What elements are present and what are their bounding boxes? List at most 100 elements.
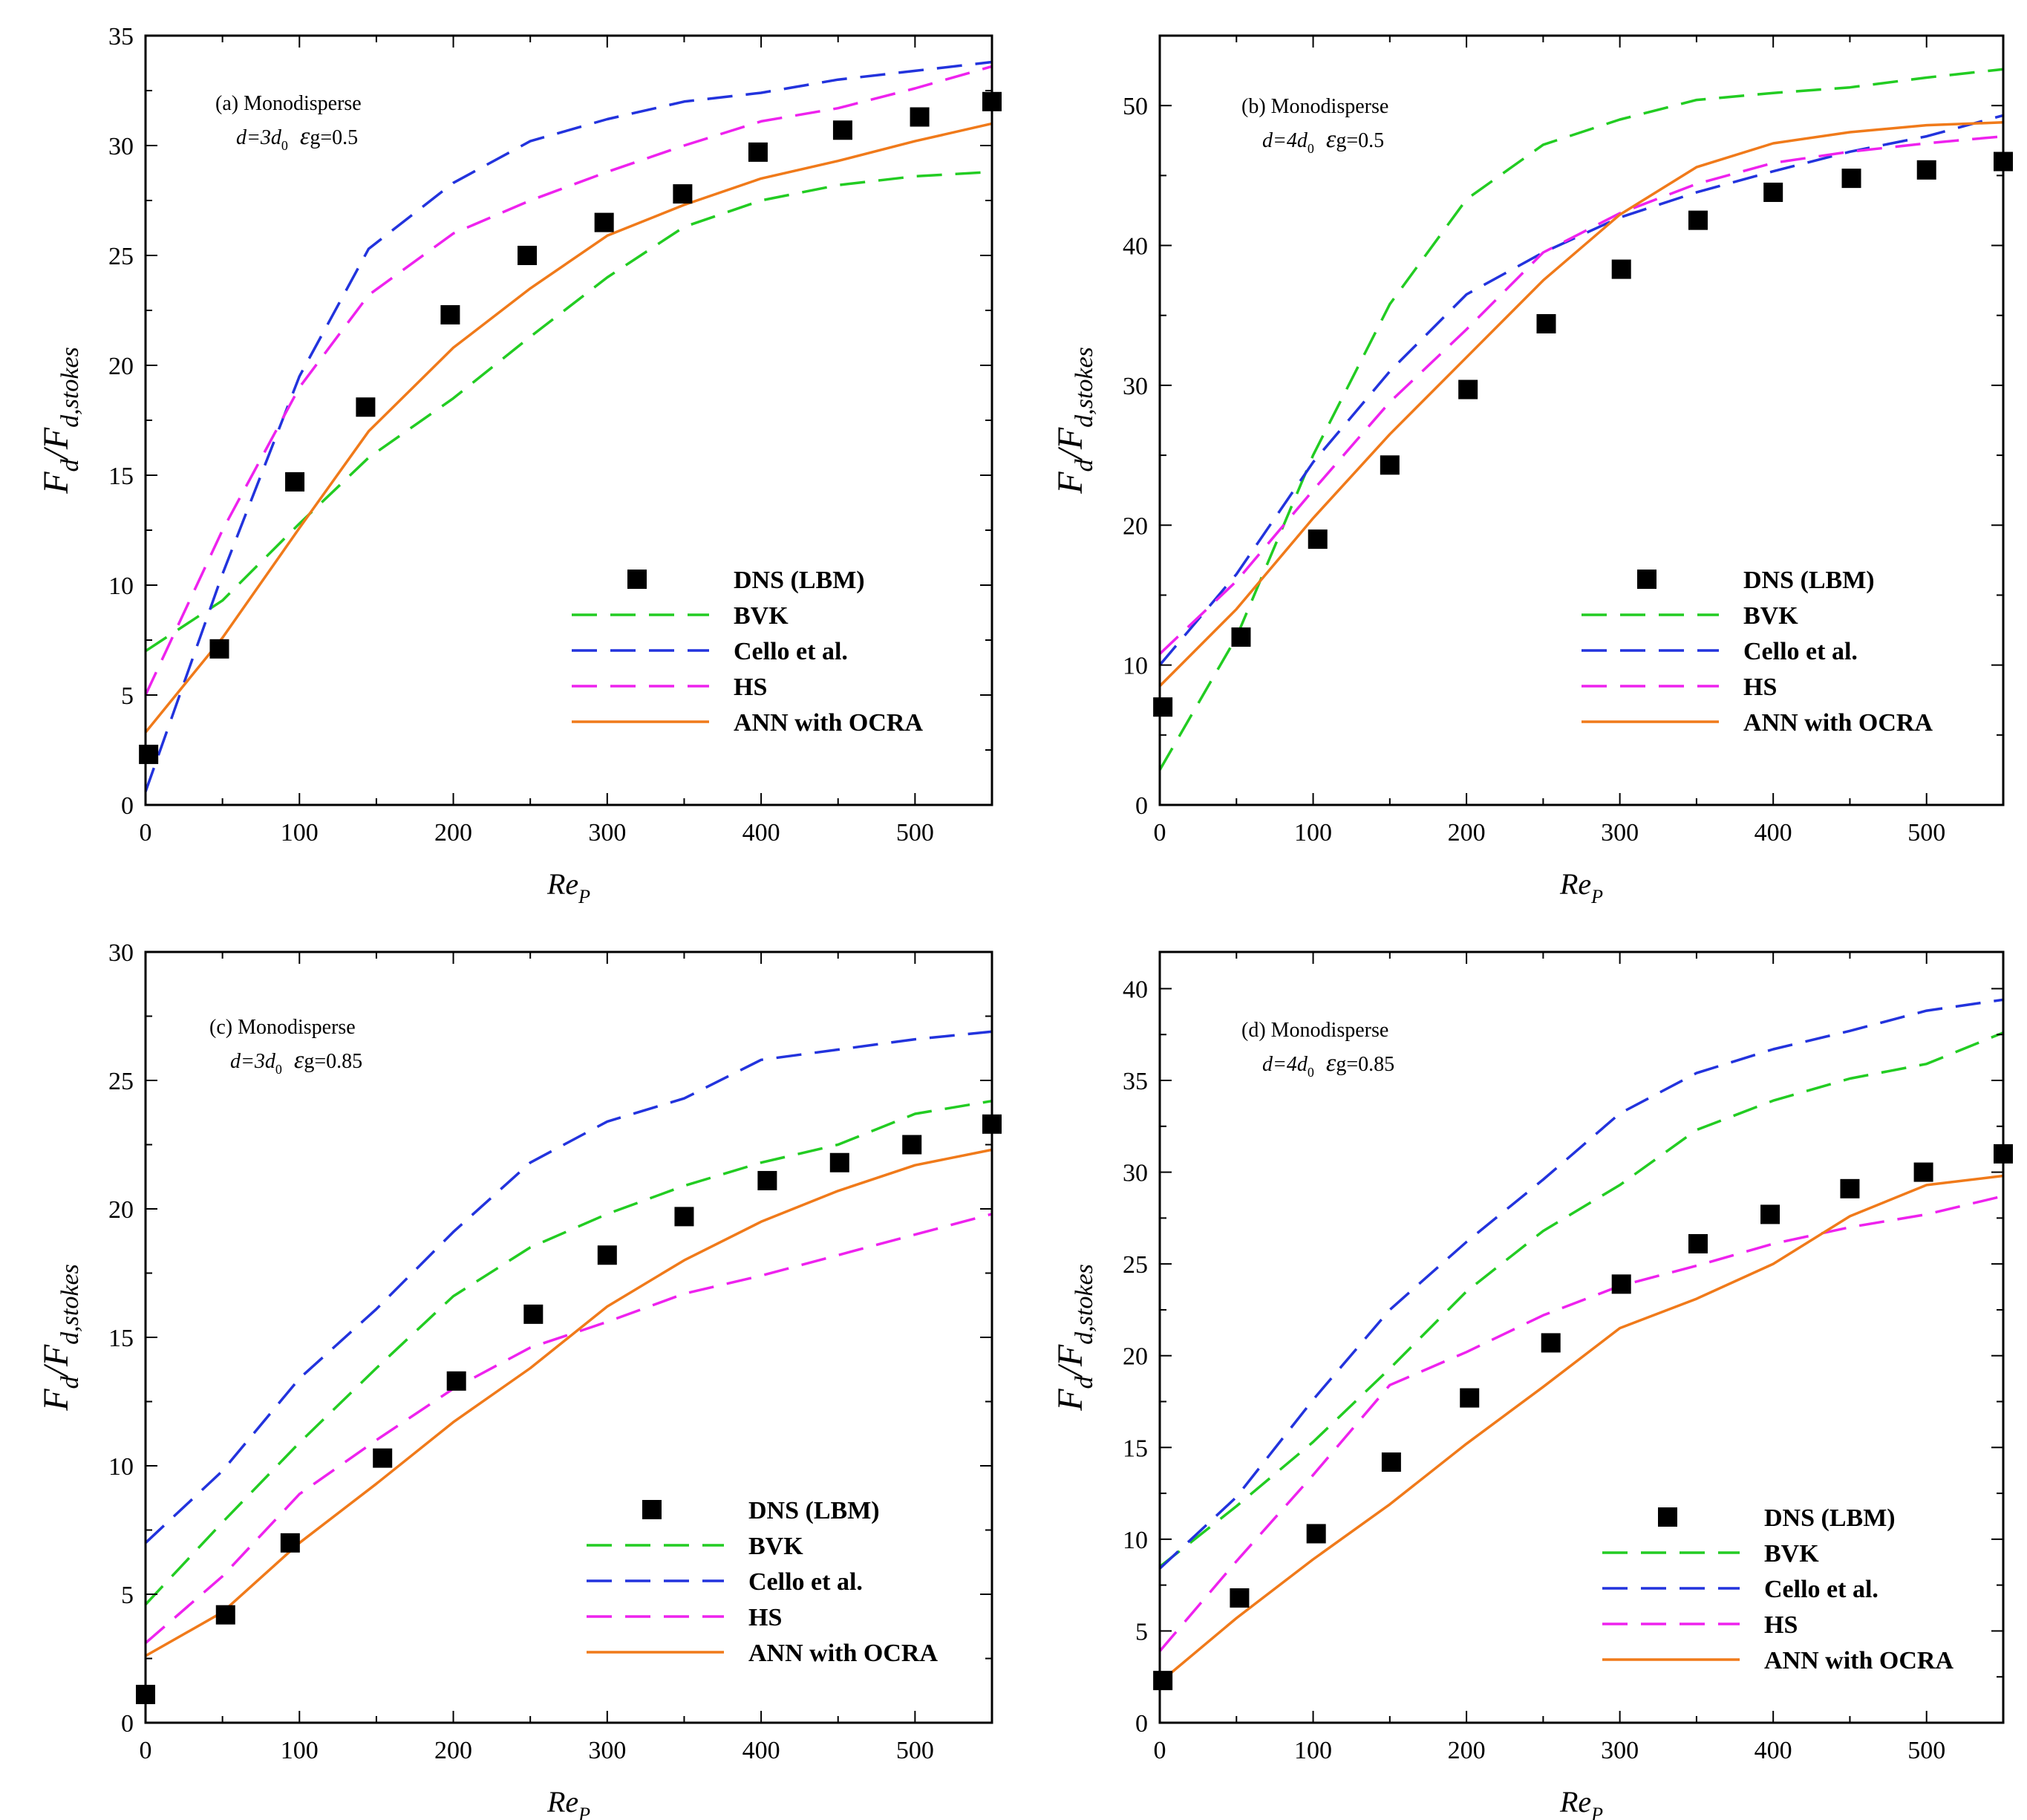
y-tick-label: 0 [121, 1710, 134, 1738]
y-axis-label: Fd/Fd,stokes [36, 1264, 84, 1412]
x-axis-label-sub: P [578, 1804, 590, 1820]
dns-data-point [373, 1448, 393, 1468]
series-line-cello-et-al- [1158, 998, 2004, 1570]
dns-data-point [1760, 1204, 1780, 1224]
x-tick-label: 100 [1294, 1737, 1332, 1764]
legend-label: BVK [748, 1533, 803, 1560]
dns-data-point [910, 107, 930, 127]
y-tick-label: 25 [108, 243, 134, 270]
legend-label: Cello et al. [1743, 638, 1858, 665]
x-tick-label: 0 [1154, 819, 1166, 847]
y-tick-label: 35 [108, 23, 134, 50]
y-tick-label: 35 [1123, 1068, 1148, 1095]
dns-data-point [280, 1533, 300, 1553]
y-axis-label-f: F [36, 472, 76, 495]
dns-data-point [1688, 1233, 1708, 1253]
y-axis-label: Fd/Fd,stokes [1051, 347, 1098, 495]
x-tick-label: 400 [742, 1737, 780, 1764]
series-line-ann-with-ocra [145, 1148, 993, 1657]
y-tick-label: 25 [1123, 1251, 1148, 1279]
y-tick-label: 30 [108, 133, 134, 160]
y-axis-label-mid: /F [1051, 427, 1090, 461]
legend-label: BVK [1764, 1540, 1819, 1568]
dns-data-point [1841, 169, 1861, 189]
y-axis-label-sub2: d,stokes [1071, 347, 1098, 428]
x-tick-label: 100 [281, 819, 319, 847]
legend-label: DNS (LBM) [734, 567, 865, 594]
panel-annotation: (a) Monodisperse [215, 92, 362, 115]
x-tick-label: 0 [1154, 1737, 1166, 1764]
y-axis-label-sub2: d,stokes [1071, 1264, 1098, 1345]
dns-data-point [832, 120, 852, 140]
panel-annotation: (c) Monodisperse [209, 1016, 356, 1039]
y-axis-label-sub1: d [1071, 1375, 1098, 1389]
dns-data-point [139, 744, 159, 764]
series-line-bvk [1158, 68, 2004, 771]
condition-eps: ε [1326, 1049, 1336, 1077]
x-tick-label: 500 [896, 819, 934, 847]
x-axis-label-sub: P [578, 886, 590, 907]
y-axis-label-sub1: d [56, 458, 84, 472]
legend-label: ANN with OCRA [1743, 709, 1933, 737]
plot-frame [1158, 950, 2005, 1724]
x-tick-label: 500 [896, 1737, 934, 1764]
dns-data-point [1230, 1588, 1250, 1608]
legend-label: Cello et al. [748, 1568, 863, 1596]
x-tick-label: 300 [588, 819, 626, 847]
dns-data-point [356, 397, 376, 417]
panel-annotation: (d) Monodisperse [1241, 1019, 1388, 1042]
dns-data-point [446, 1371, 466, 1391]
panel-condition: d=4d0 εg=0.85 [1262, 1049, 1394, 1080]
x-tick-label: 200 [1448, 819, 1486, 847]
y-tick-label: 0 [1135, 1710, 1148, 1738]
y-tick-label: 0 [121, 792, 134, 820]
y-axis-label-f: F [1051, 1389, 1090, 1412]
panel-annotation: (b) Monodisperse [1241, 95, 1388, 118]
dns-data-point [597, 1245, 617, 1265]
x-tick-label: 500 [1907, 819, 1945, 847]
legend-label: ANN with OCRA [748, 1640, 938, 1667]
legend-label: ANN with OCRA [1764, 1647, 1953, 1674]
condition-eps: ε [300, 123, 310, 150]
x-tick-label: 200 [1448, 1737, 1486, 1764]
dns-data-point [1611, 259, 1631, 279]
y-tick-label: 20 [1123, 512, 1148, 540]
y-axis-label-sub2: d,stokes [56, 1264, 84, 1345]
series-line-ann-with-ocra [1158, 1174, 2004, 1683]
condition-d: d=4d [1262, 129, 1308, 152]
dns-data-point [440, 304, 460, 324]
dns-data-point [1381, 1452, 1401, 1472]
series-line-bvk [1158, 1031, 2004, 1568]
panel-condition: d=4d0 εg=0.5 [1262, 125, 1384, 156]
x-axis-label: ReP [1559, 1785, 1603, 1820]
chart-panel-a: 0 100 200 300 400 500 0 5 10 15 20 25 30 35 ReP Fd/Fd,s… [36, 23, 1002, 907]
y-tick-label: 5 [121, 682, 134, 710]
series-line-bvk [144, 1099, 993, 1605]
legend-label: DNS (LBM) [1764, 1504, 1896, 1532]
dns-data-point [1541, 1333, 1561, 1353]
x-tick-label: 200 [434, 819, 472, 847]
legend-label: DNS (LBM) [1743, 567, 1875, 594]
x-axis-label-sub: P [1590, 1804, 1603, 1820]
series-line-hs [1158, 1194, 2004, 1652]
legend-label: HS [1764, 1611, 1798, 1639]
condition-eps-value: g=0.5 [310, 126, 358, 149]
y-axis-label-sub1: d [1071, 458, 1098, 472]
y-axis-label-mid: /F [36, 427, 76, 461]
dns-data-point [594, 212, 614, 232]
condition-eps-value: g=0.5 [1336, 129, 1384, 152]
series-line-cello-et-al- [1158, 114, 2004, 666]
y-axis-label: Fd/Fd,stokes [1051, 1264, 1098, 1412]
dns-data-point [1306, 1524, 1326, 1544]
series-line-cello-et-al- [144, 1030, 993, 1545]
dns-data-point [1153, 697, 1173, 717]
y-tick-label: 10 [1123, 653, 1148, 680]
dns-data-point [523, 1304, 544, 1324]
series-line-cello-et-al- [144, 60, 993, 792]
legend-label: Cello et al. [1764, 1576, 1879, 1603]
y-axis-label-sub2: d,stokes [56, 347, 84, 428]
x-tick-label: 0 [140, 1737, 152, 1764]
dns-data-point [285, 472, 305, 492]
y-tick-label: 15 [108, 1325, 134, 1352]
